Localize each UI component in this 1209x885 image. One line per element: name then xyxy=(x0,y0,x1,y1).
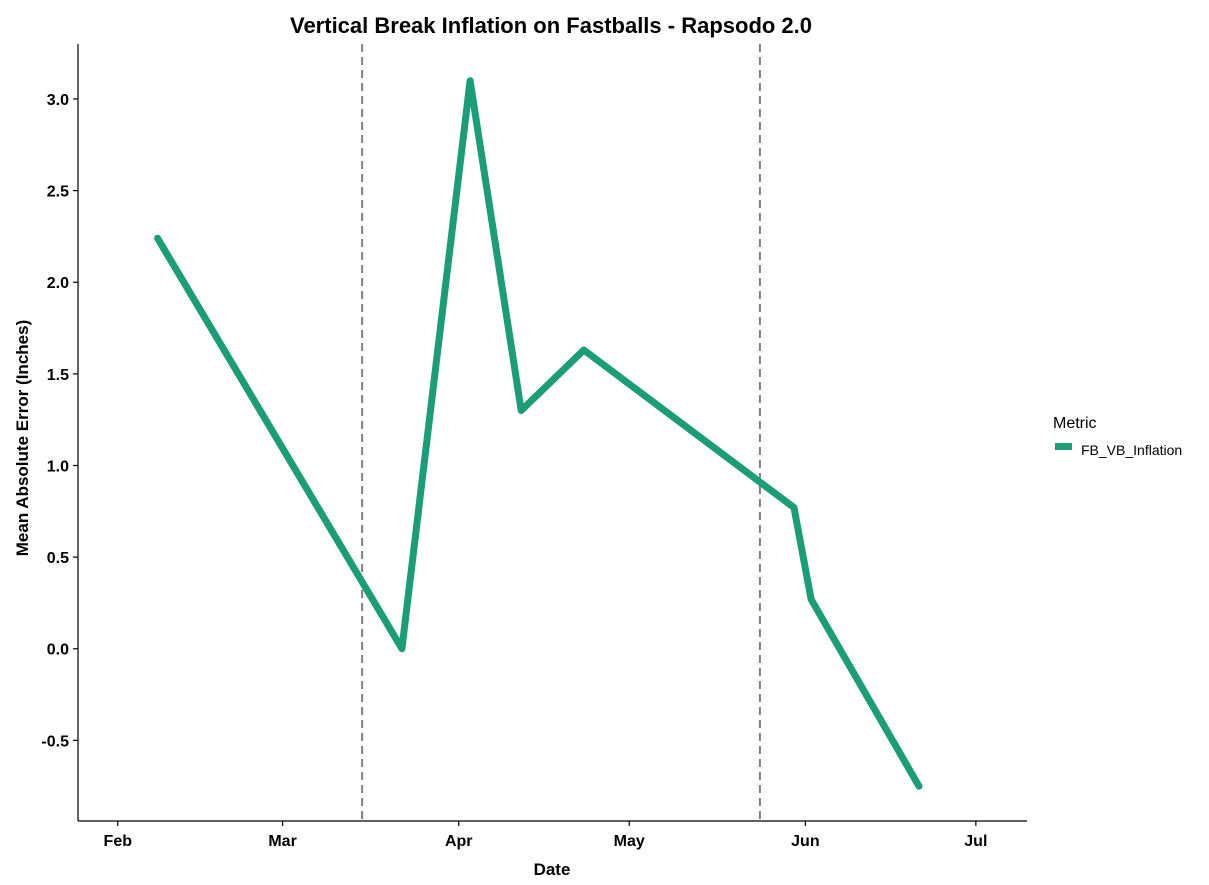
legend-title: Metric xyxy=(1053,415,1097,432)
reference-lines xyxy=(361,44,761,821)
y-tick-label: 0.5 xyxy=(47,550,69,567)
series-line-1 xyxy=(154,77,923,790)
plot-area: -0.5 0.0 0.5 1.0 1.5 2.0 2.5 3.0 Feb Mar Apr May Ju… xyxy=(41,44,1027,850)
x-axis-title: Date xyxy=(534,860,571,879)
y-tick-label: 2.0 xyxy=(47,275,69,292)
chart-title: Vertical Break Inflation on Fastballs - … xyxy=(290,13,812,38)
x-tick-label: Mar xyxy=(268,833,296,850)
y-tick-label: 1.5 xyxy=(47,367,69,384)
y-axis-ticks: -0.5 0.0 0.5 1.0 1.5 2.0 2.5 3.0 xyxy=(41,92,78,750)
y-tick-label: 2.5 xyxy=(47,184,69,201)
y-tick-label: 1.0 xyxy=(47,458,69,475)
y-tick-label: -0.5 xyxy=(41,733,69,750)
y-tick-label: 0.0 xyxy=(47,642,69,659)
legend: Metric FB_VB_Inflation xyxy=(1053,415,1182,458)
x-tick-label: Jun xyxy=(791,833,819,850)
x-axis-ticks: Feb Mar Apr May Jun Jul xyxy=(104,821,987,850)
series-layer xyxy=(154,77,923,790)
legend-label: FB_VB_Inflation xyxy=(1081,442,1182,458)
x-tick-label: May xyxy=(614,833,645,850)
x-tick-label: Jul xyxy=(964,833,987,850)
y-tick-label: 3.0 xyxy=(47,92,69,109)
y-axis-title: Mean Absolute Error (Inches) xyxy=(13,320,32,556)
x-tick-label: Feb xyxy=(104,833,133,850)
legend-swatch xyxy=(1055,443,1072,450)
x-tick-label: Apr xyxy=(445,833,473,850)
